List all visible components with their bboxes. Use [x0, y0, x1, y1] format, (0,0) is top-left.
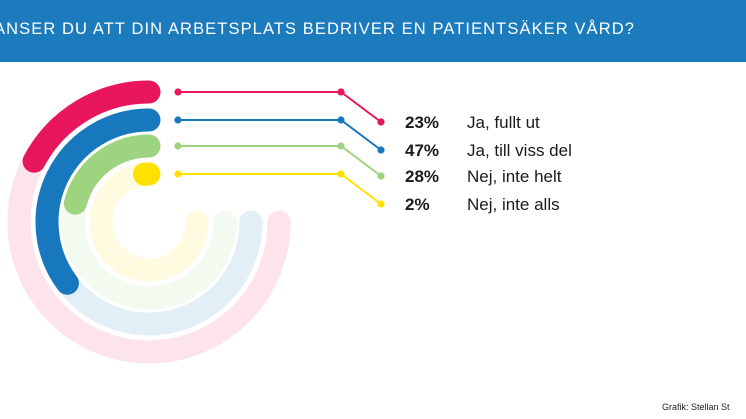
category-label-1: Ja, fullt ut	[467, 113, 540, 132]
category-label-2: Ja, till viss del	[467, 141, 572, 160]
arc-track-4	[89, 162, 209, 282]
leader-dot-1-2	[337, 88, 345, 96]
value-label-2: 47%	[405, 141, 439, 160]
leader-dot-4-3	[377, 200, 385, 208]
arc-bar-2	[35, 108, 161, 295]
arc-bar-3	[63, 134, 161, 215]
category-label-3: Nej, inte helt	[467, 167, 562, 186]
leader-dot-3-2	[337, 142, 345, 150]
leader-line-1	[178, 91, 382, 123]
leader-dot-2-1	[174, 116, 182, 124]
leader-dot-4-1	[174, 170, 182, 178]
leader-dot-2-3	[377, 146, 385, 154]
value-label-4: 2%	[405, 195, 430, 214]
leader-dot-3-3	[377, 172, 385, 180]
value-label-1: 23%	[405, 113, 439, 132]
category-label-4: Nej, inte alls	[467, 195, 560, 214]
value-label-3: 28%	[405, 167, 439, 186]
leader-dot-1-1	[174, 88, 182, 96]
leader-dot-4-2	[337, 170, 345, 178]
leader-line-4	[178, 173, 382, 205]
chart-header: ANSER DU ATT DIN ARBETSPLATS BEDRIVER EN…	[0, 0, 746, 62]
leader-dot-2-2	[337, 116, 345, 124]
chart-title: ANSER DU ATT DIN ARBETSPLATS BEDRIVER EN…	[0, 20, 636, 38]
leader-dot-1-3	[377, 118, 385, 126]
arc-bar-1	[22, 80, 161, 173]
leader-line-3	[178, 145, 382, 177]
graphic-credit: Grafik: Stellan St	[662, 402, 730, 412]
radial-bar-chart: 23% Ja, fullt ut 47% Ja, till viss del 28% Ne…	[7, 80, 572, 364]
leader-dot-3-1	[174, 142, 182, 150]
